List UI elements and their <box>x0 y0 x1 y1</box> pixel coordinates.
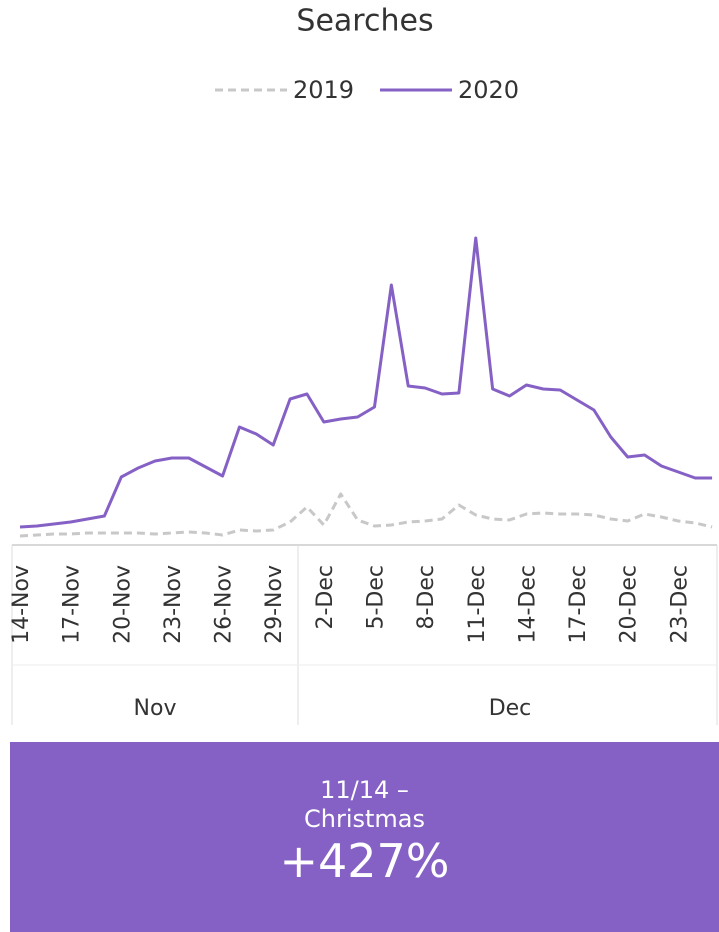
group-label: Nov <box>134 696 177 721</box>
summary-line: 11/14 – <box>320 776 409 804</box>
summary-box: 11/14 – Christmas +427% <box>10 742 719 932</box>
x-tick-label: 23-Nov <box>161 565 186 644</box>
summary-value: +427% <box>279 833 450 888</box>
x-tick-label: 2-Dec <box>313 565 338 630</box>
chart-title: Searches <box>296 4 433 39</box>
x-tick-label: 17-Dec <box>566 565 591 644</box>
x-tick-label: 5-Dec <box>363 565 388 630</box>
x-tick-label: 11-Dec <box>465 565 490 644</box>
x-tick-label: 20-Dec <box>617 565 642 644</box>
x-tick-label: 29-Nov <box>262 565 287 644</box>
x-tick-label: 23-Dec <box>667 565 692 644</box>
x-tick-label: 26-Nov <box>212 565 237 644</box>
group-label: Dec <box>489 696 532 721</box>
legend-label: 2019 <box>293 76 354 104</box>
series-line <box>19 236 713 529</box>
x-tick-label: 14-Dec <box>515 565 540 644</box>
summary-line: Christmas <box>303 804 425 833</box>
legend-label: 2020 <box>458 76 519 104</box>
x-tick-label: 14-Nov <box>9 565 34 644</box>
x-tick-label: 17-Nov <box>60 565 85 644</box>
x-tick-label: 20-Nov <box>110 565 135 644</box>
x-tick-label: 8-Dec <box>414 565 439 630</box>
series-line <box>19 492 713 538</box>
chart: Searches Nov Dec 14-Nov 17-Nov 20-Nov 23-No… <box>9 4 718 725</box>
